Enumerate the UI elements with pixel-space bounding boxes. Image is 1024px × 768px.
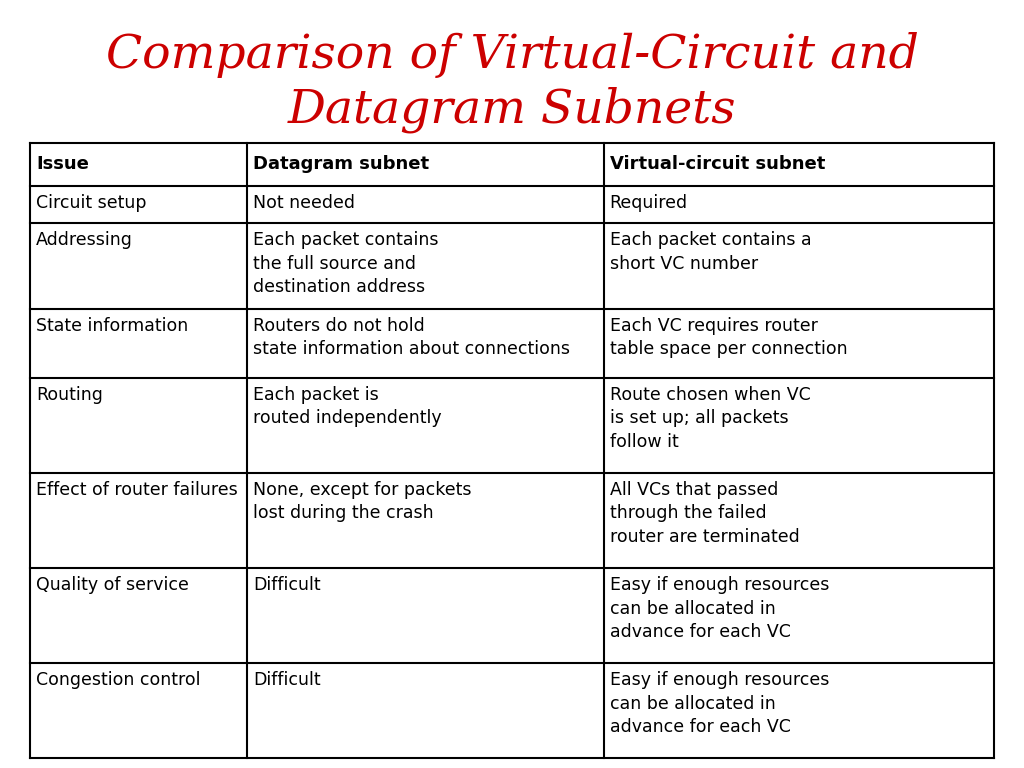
Text: Easy if enough resources
can be allocated in
advance for each VC: Easy if enough resources can be allocate… bbox=[609, 671, 829, 737]
Text: Virtual-circuit subnet: Virtual-circuit subnet bbox=[609, 155, 825, 174]
Text: Comparison of Virtual-Circuit and: Comparison of Virtual-Circuit and bbox=[105, 32, 919, 78]
Text: Issue: Issue bbox=[36, 155, 89, 174]
Text: Easy if enough resources
can be allocated in
advance for each VC: Easy if enough resources can be allocate… bbox=[609, 576, 829, 641]
Text: Each packet contains a
short VC number: Each packet contains a short VC number bbox=[609, 231, 811, 273]
Text: Congestion control: Congestion control bbox=[36, 671, 201, 689]
Text: Difficult: Difficult bbox=[253, 671, 321, 689]
Text: Effect of router failures: Effect of router failures bbox=[36, 481, 238, 499]
Text: Circuit setup: Circuit setup bbox=[36, 194, 146, 212]
Text: Difficult: Difficult bbox=[253, 576, 321, 594]
Text: Addressing: Addressing bbox=[36, 231, 133, 249]
Text: Routing: Routing bbox=[36, 386, 102, 404]
Text: Datagram Subnets: Datagram Subnets bbox=[288, 87, 736, 134]
Text: Each packet contains
the full source and
destination address: Each packet contains the full source and… bbox=[253, 231, 438, 296]
Text: Routers do not hold
state information about connections: Routers do not hold state information ab… bbox=[253, 317, 570, 359]
Text: State information: State information bbox=[36, 317, 188, 335]
Text: Not needed: Not needed bbox=[253, 194, 355, 212]
Text: Route chosen when VC
is set up; all packets
follow it: Route chosen when VC is set up; all pack… bbox=[609, 386, 810, 451]
Text: Each packet is
routed independently: Each packet is routed independently bbox=[253, 386, 441, 428]
Text: Required: Required bbox=[609, 194, 688, 212]
Text: Each VC requires router
table space per connection: Each VC requires router table space per … bbox=[609, 317, 847, 359]
Text: All VCs that passed
through the failed
router are terminated: All VCs that passed through the failed r… bbox=[609, 481, 800, 546]
Text: Datagram subnet: Datagram subnet bbox=[253, 155, 429, 174]
Text: Quality of service: Quality of service bbox=[36, 576, 188, 594]
Text: None, except for packets
lost during the crash: None, except for packets lost during the… bbox=[253, 481, 471, 522]
